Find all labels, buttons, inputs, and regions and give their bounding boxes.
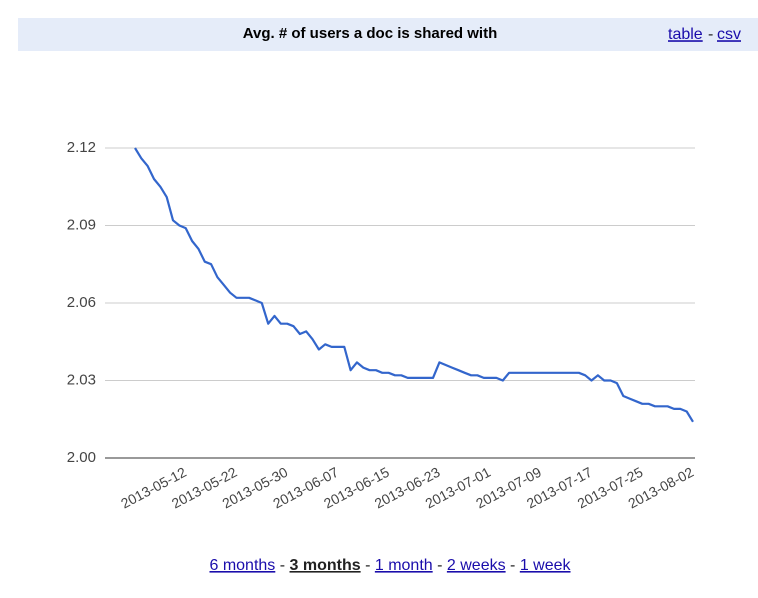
range-links: 6 months - 3 months - 1 month - 2 weeks … (209, 557, 571, 574)
chart-title: Avg. # of users a doc is shared with (243, 25, 498, 42)
csv-link[interactable]: csv (717, 26, 741, 43)
y-tick-label: 2.12 (67, 139, 96, 156)
range-separator: - (506, 557, 520, 574)
range-separator: - (275, 557, 289, 574)
header-bar (18, 18, 758, 51)
range-link: 3 months (290, 557, 361, 574)
range-separator: - (433, 557, 447, 574)
link-separator: - (708, 26, 713, 43)
data-line (134, 147, 694, 423)
y-tick-label: 2.09 (67, 216, 96, 233)
table-link[interactable]: table (668, 26, 703, 43)
range-link[interactable]: 1 month (375, 557, 433, 574)
y-tick-label: 2.03 (67, 371, 96, 388)
range-separator: - (361, 557, 375, 574)
range-link[interactable]: 6 months (209, 557, 275, 574)
range-link[interactable]: 2 weeks (447, 557, 506, 574)
y-tick-label: 2.00 (67, 449, 96, 466)
y-tick-label: 2.06 (67, 294, 96, 311)
range-link[interactable]: 1 week (520, 557, 572, 574)
